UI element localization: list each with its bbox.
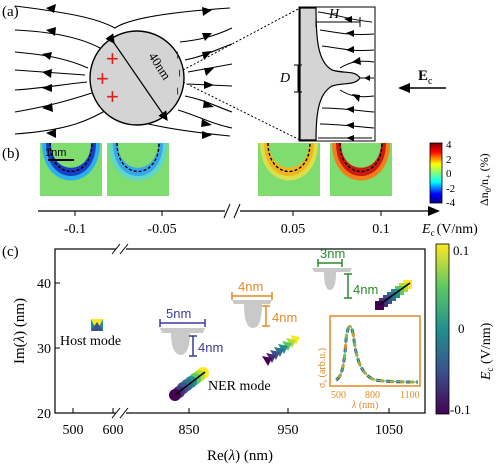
zoom-line-bottom	[182, 81, 301, 141]
svg-text:-0.05: -0.05	[147, 222, 176, 237]
b-axis-ticks	[74, 211, 382, 216]
svg-text:+: +	[106, 84, 119, 109]
svg-text:2: 2	[446, 154, 452, 166]
panel-c-label: (c)	[2, 244, 19, 260]
inset-xlabel: λ (nm)	[351, 400, 378, 411]
c-ticks	[55, 282, 390, 414]
heatmap-tile	[40, 142, 102, 196]
inset-spectrum: 500 800 1100 λ (nm) σs (arb.u.)	[317, 315, 421, 411]
c-xticks: 500 600 850 950 1050	[63, 423, 404, 438]
triangle-markers	[262, 335, 300, 366]
svg-text:0.1: 0.1	[372, 222, 390, 237]
c-xlabel: Re(λ) (nm)	[207, 448, 273, 464]
svg-text:0: 0	[458, 321, 465, 336]
svg-text:−: −	[172, 69, 188, 77]
svg-text:600: 600	[103, 423, 124, 438]
c-colorbar-ticks: 0.1 0 -0.1	[450, 243, 471, 417]
negative-charges: − − −	[170, 51, 188, 95]
heatmap-tile	[330, 142, 392, 196]
panel-a: (a)	[2, 4, 446, 142]
svg-text:+: +	[96, 66, 109, 91]
field-arrows-tip	[344, 16, 370, 141]
diameter-arrow	[105, 33, 168, 121]
b-tick-labels: -0.1 -0.05 0.05 0.1	[64, 222, 390, 237]
positive-charges: + + +	[96, 46, 119, 109]
field-arrows-sphere	[42, 4, 214, 139]
svg-text:−: −	[170, 51, 186, 59]
dim-a-width: 5nm	[166, 306, 191, 321]
dim-c-height: 4nm	[353, 282, 378, 297]
ec-label: Ec	[418, 68, 433, 87]
c-plot-frame	[54, 248, 426, 414]
svg-text:40: 40	[37, 277, 51, 292]
dim-c-width: 3nm	[320, 246, 345, 261]
svg-text:800: 800	[365, 390, 380, 401]
dim-b-height: 4nm	[272, 310, 297, 325]
square-markers	[375, 280, 412, 310]
ner-mode-label: NER mode	[208, 379, 271, 394]
tip-shape-a	[159, 319, 206, 357]
svg-text:0: 0	[446, 168, 452, 180]
svg-text:20: 20	[37, 407, 51, 422]
panel-a-label: (a)	[2, 4, 19, 20]
b-axis-label: Ec (V/nm)	[421, 222, 478, 238]
b-colorbar-title: Δn0/n+(%)	[477, 153, 493, 206]
heatmap-group	[40, 142, 392, 196]
heatmap-tile	[258, 142, 320, 196]
svg-text:+: +	[106, 46, 119, 71]
svg-text:0.05: 0.05	[281, 222, 306, 237]
svg-text:-2: -2	[446, 183, 455, 195]
tip-shape-b	[231, 292, 273, 328]
host-mode-label: Host mode	[60, 334, 121, 349]
svg-text:500: 500	[63, 423, 84, 438]
svg-text:−: −	[170, 87, 186, 95]
c-yticks: 40 30 20	[37, 277, 51, 422]
panel-b: (b) 1nm -0.1 -0.05 0.05 0.1 Ec (V/nm) 4 2…	[2, 139, 493, 238]
svg-text:1100: 1100	[400, 390, 420, 401]
svg-text:1050: 1050	[375, 423, 403, 438]
c-ylabel: Im(λ) (nm)	[12, 298, 28, 364]
scale-label: 1nm	[45, 147, 66, 159]
field-lines-tip	[317, 11, 375, 139]
svg-text:850: 850	[179, 423, 200, 438]
svg-text:-0.1: -0.1	[450, 402, 471, 417]
svg-text:0.1: 0.1	[453, 243, 469, 258]
zoomed-tip	[299, 7, 361, 141]
inset-ylabel: σs (arb.u.)	[317, 348, 329, 388]
d-label: D	[279, 71, 290, 86]
panel-b-label: (b)	[2, 146, 20, 162]
svg-text:500: 500	[331, 390, 346, 401]
svg-text:950: 950	[278, 423, 299, 438]
b-colorbar	[429, 142, 443, 204]
zoom-box	[298, 6, 376, 142]
panel-c: (c) 40 30 20 500 600 850 950	[2, 243, 495, 464]
svg-text:-0.1: -0.1	[64, 222, 86, 237]
heatmap-tile	[107, 142, 169, 196]
svg-text:30: 30	[37, 342, 51, 357]
svg-text:4: 4	[446, 139, 452, 151]
svg-text:-4: -4	[446, 197, 456, 209]
c-colorbar-label: Ec (V/nm)	[479, 322, 495, 381]
b-colorbar-ticks: 4 2 0 -2 -4	[446, 139, 456, 209]
c-colorbar	[435, 243, 450, 415]
dim-b-width: 4nm	[238, 279, 263, 294]
tip-shape-c	[312, 259, 352, 299]
ner-mode-markers	[169, 367, 209, 401]
dim-a-height: 4nm	[198, 340, 223, 355]
